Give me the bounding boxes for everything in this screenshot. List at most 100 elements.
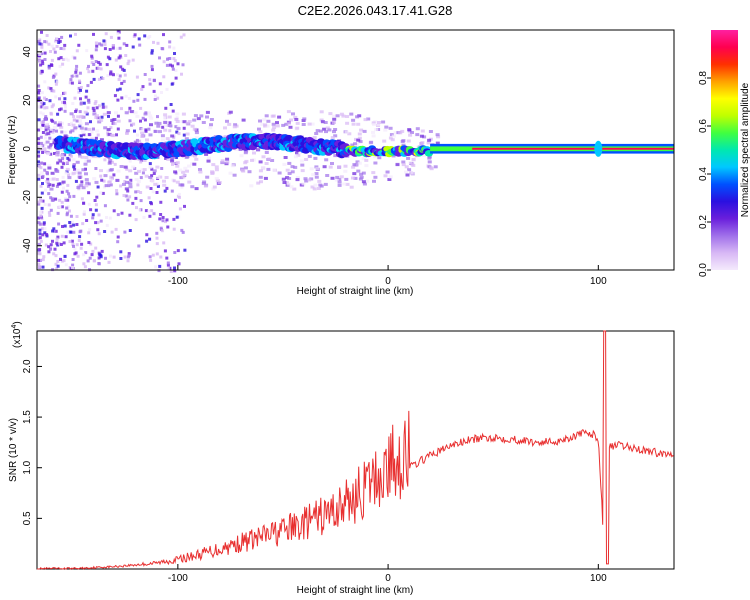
spectrogram-cell [136,190,140,193]
spectrogram-cell [282,162,287,166]
spectrogram-cell [42,147,47,151]
spectrogram-cell [44,243,48,247]
spectrogram-cell [131,201,135,205]
spectrogram-cell [71,123,76,127]
spectrogram-cell [45,40,49,44]
spectrogram-cell [47,250,51,254]
spectrogram-cell [105,216,108,219]
spectrogram-cell [97,262,101,265]
spectrogram-cell [40,45,44,49]
spectrogram-cell [69,34,72,38]
spectrogram-cell [59,47,63,50]
spectrogram-cell [51,75,55,79]
spectrogram-cell [67,158,71,162]
spectrogram-cell [148,176,153,179]
spectrogram-cell [58,121,62,125]
spectrogram-cell [116,30,120,34]
spectrogram-cell [45,233,49,236]
spectrogram-cell [150,174,154,178]
spectrogram-cell [94,48,98,52]
spectrogram-cell [173,52,176,55]
spectrogram-cell [89,208,93,212]
spectrogram-cell [106,55,110,59]
spectrogram-cell [39,197,42,201]
spectrogram-cell [266,119,271,123]
spectrogram-cell [124,54,128,57]
spectrogram-cell [377,156,382,160]
spectrogram-cell [140,135,145,138]
spectrogram-cell [119,250,123,254]
spectrogram-cell [180,72,183,76]
spectrogram-cell [152,89,156,93]
spectrogram-cell [95,195,99,199]
spectrogram-cell [158,217,162,221]
spectrogram-cell [51,103,55,107]
spectrogram-cell [133,129,136,133]
svg-text:(x104): (x104) [11,321,23,348]
spectrogram-cell [73,73,77,77]
spectrogram-cell [66,161,69,165]
spectrogram-cell [55,241,59,245]
spectrogram-cell [293,115,298,119]
spectrogram-cell [148,255,152,259]
spectrogram-cell [136,93,140,97]
colorbar-tick-label: 0.0 [698,263,709,277]
spectrogram-cell [168,266,172,270]
spectrogram-cell [80,180,84,184]
spectrogram-cell [55,80,59,84]
spectrogram-cell [40,42,44,46]
spectrogram-cell [37,118,41,122]
spectrogram-cell [170,189,174,193]
spectrogram-cell [87,133,91,137]
spectrogram-cell [75,64,79,68]
spectrogram-cell [74,110,78,113]
spectrogram-cell [139,191,143,194]
spectrogram-cell [87,182,91,186]
spectrogram-cell [134,196,138,200]
spectrogram-cell [107,161,112,165]
spectrogram-cell [47,164,52,168]
spectrogram-cell [363,118,368,122]
spectrogram-cell [147,111,151,115]
spectrogram-cell [427,138,432,142]
spectrogram-cell [313,156,318,160]
spectrogram-cell [72,194,76,198]
spectrogram-cell [257,127,261,131]
spectrogram-cell [126,198,130,202]
spectrogram-cell [94,116,99,119]
spectrogram-cell [148,114,153,118]
spectrogram-cell [156,96,160,100]
spectrogram-cell [176,249,180,253]
spectrogram-cell [62,162,66,166]
spectrogram-cell [143,73,147,76]
spectrogram-cell [243,166,248,170]
spectrogram-cell [171,109,175,113]
spectrogram-cell [39,126,43,130]
spectrogram-cell [122,79,126,83]
spectrogram-cell [133,140,137,144]
spectrogram-cell [72,244,75,248]
spectrogram-cell [57,57,61,61]
spectrogram-cell [40,91,44,95]
spectrogram-cell [49,111,53,115]
spectrogram-cell [181,170,185,174]
spectrogram-cell [111,46,115,50]
spectrogram-cell [406,156,411,160]
spectrogram-cell [50,44,54,48]
spectrogram-cell [165,256,169,260]
spectrogram-cell [49,144,52,148]
spectrogram-cell [174,76,178,80]
spectrogram-cell [141,116,145,120]
spectrogram-cell [70,74,74,78]
spectrogram-cell [58,64,62,68]
spectrogram-cell [79,86,83,89]
spectrogram-cell [49,247,52,251]
spectrogram-cell [127,253,131,257]
spectrogram-cell [109,183,113,187]
spectrogram-cell [84,167,87,171]
spectrogram-cell [75,74,79,78]
spectrogram-cell [84,159,88,163]
spectrogram-cell [312,187,317,191]
spectrogram-cell [134,171,139,175]
spectrogram-cell [373,175,378,179]
